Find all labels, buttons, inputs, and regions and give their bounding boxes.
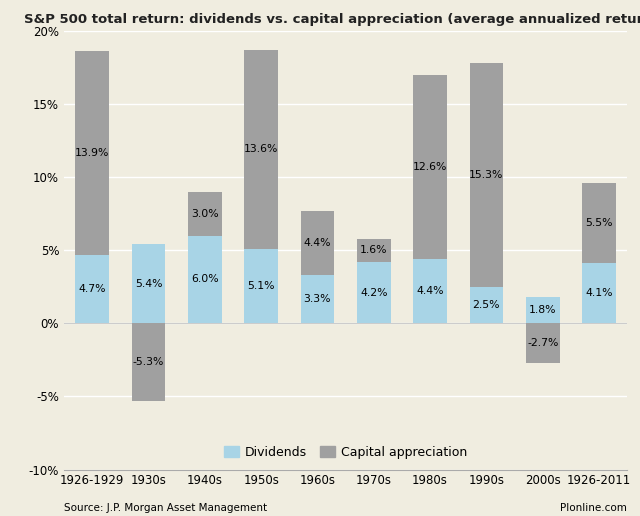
Text: 1.6%: 1.6% [360, 245, 387, 255]
Bar [132, 324, 165, 401]
Text: 3.3%: 3.3% [304, 294, 331, 304]
Text: 1.8%: 1.8% [529, 305, 556, 315]
Legend: Dividends, Capital appreciation: Dividends, Capital appreciation [224, 446, 467, 459]
Bar [76, 255, 109, 324]
Text: 5.1%: 5.1% [248, 281, 275, 291]
Bar [357, 262, 390, 324]
Text: 4.2%: 4.2% [360, 287, 387, 298]
Text: 15.3%: 15.3% [469, 170, 504, 180]
Bar [244, 249, 278, 324]
Bar [132, 245, 165, 324]
Text: 6.0%: 6.0% [191, 275, 219, 284]
Bar [188, 192, 221, 236]
Text: 4.7%: 4.7% [79, 284, 106, 294]
Bar [526, 297, 559, 324]
Bar [582, 183, 616, 263]
Bar [526, 324, 559, 363]
Bar [470, 287, 503, 324]
Bar [357, 238, 390, 262]
Text: 4.1%: 4.1% [586, 288, 612, 298]
Text: 13.9%: 13.9% [75, 148, 109, 158]
Text: 12.6%: 12.6% [413, 162, 447, 172]
Bar [301, 275, 334, 324]
Bar [470, 63, 503, 287]
Text: 4.4%: 4.4% [304, 238, 331, 248]
Bar [301, 211, 334, 275]
Text: 5.5%: 5.5% [586, 218, 612, 228]
Text: Plonline.com: Plonline.com [561, 504, 627, 513]
Text: 5.4%: 5.4% [135, 279, 162, 289]
Bar [582, 263, 616, 324]
Title: S&P 500 total return: dividends vs. capital appreciation (average annualized ret: S&P 500 total return: dividends vs. capi… [24, 12, 640, 26]
Text: 4.4%: 4.4% [417, 286, 444, 296]
Text: -5.3%: -5.3% [132, 357, 164, 367]
Text: 13.6%: 13.6% [244, 144, 278, 154]
Bar [76, 52, 109, 255]
Text: Source: J.P. Morgan Asset Management: Source: J.P. Morgan Asset Management [64, 504, 267, 513]
Bar [188, 236, 221, 324]
Text: 3.0%: 3.0% [191, 208, 219, 219]
Text: -2.7%: -2.7% [527, 338, 559, 348]
Text: 2.5%: 2.5% [473, 300, 500, 310]
Bar [244, 50, 278, 249]
Bar [413, 259, 447, 324]
Bar [413, 75, 447, 259]
